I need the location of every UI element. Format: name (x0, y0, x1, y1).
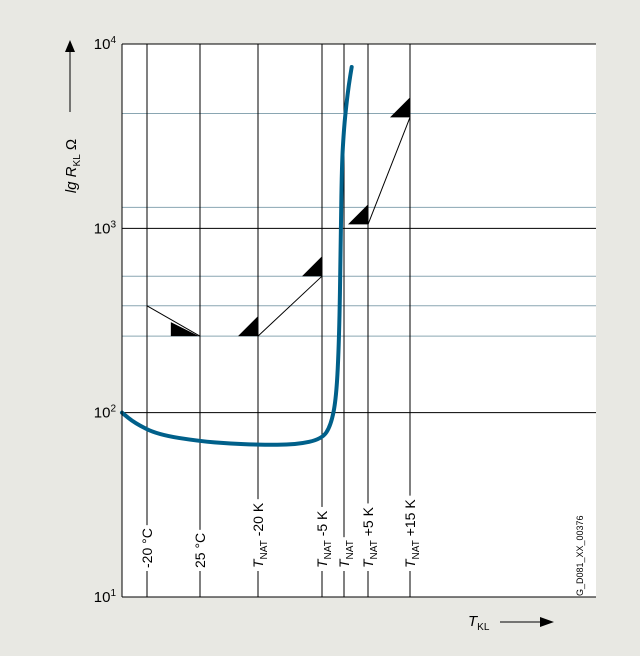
x-label-sub: KL (477, 622, 490, 633)
marker-label-text: -20 °C (139, 528, 155, 568)
y-label-sub: KL (72, 154, 83, 167)
marker-label-text: TNAT +15 K (402, 499, 422, 568)
y-tick-label: 101 (94, 588, 117, 606)
marker-label-text: TNAT (336, 540, 356, 568)
limit-marker (302, 256, 322, 277)
svg-text:TKL: TKL (468, 613, 490, 633)
x-label-var: T (468, 613, 479, 630)
x-axis-label: TKL (468, 613, 490, 633)
svg-text:lg RKL Ω: lg RKL Ω (63, 139, 83, 193)
marker-label-text: 25 °C (192, 533, 208, 568)
marker-label-text: TNAT +5 K (360, 506, 380, 568)
marker-label: -20 °C (138, 525, 156, 571)
y-tick-label: 103 (94, 219, 117, 237)
axes (121, 44, 596, 598)
marker-label: TNAT -20 K (249, 499, 271, 571)
tolerance-segment (367, 117, 411, 225)
tolerance-segment (257, 275, 323, 337)
marker-label-text: TNAT -20 K (250, 502, 270, 568)
limit-marker (238, 316, 258, 337)
marker-label-bg (313, 506, 335, 571)
y-label-prefix: lg (63, 177, 80, 193)
marker-label-bg (335, 537, 357, 571)
y-label-var: R (63, 166, 80, 177)
limit-marker (170, 322, 199, 337)
figure-code: G_D081_XX_00376 (575, 515, 585, 596)
gridlines (122, 43, 596, 414)
limit-markers (170, 97, 410, 337)
y-label-unit: Ω (63, 139, 80, 154)
x-axis-arrow (500, 617, 554, 627)
limit-marker (348, 204, 368, 225)
marker-label-bg (138, 525, 156, 571)
marker-label: TNAT +15 K (401, 495, 423, 571)
marker-label-text: TNAT -5 K (314, 510, 334, 568)
y-tick-label: 102 (94, 404, 117, 422)
y-tick-labels: 101 102 103 104 (94, 35, 117, 606)
marker-label: TNAT +5 K (359, 503, 381, 571)
resistance-curve (120, 65, 354, 447)
limit-marker (390, 97, 410, 118)
marker-label: TNAT -5 K (313, 506, 335, 571)
marker-label-bg (191, 529, 209, 571)
marker-label-bg (359, 503, 381, 571)
y-tick-label: 104 (94, 35, 117, 53)
marker-label: 25 °C (191, 529, 209, 571)
y-axis-label: lg RKL Ω (63, 139, 83, 193)
marker-label-bg (401, 495, 423, 571)
marker-label-bg (249, 499, 271, 571)
tolerance-segment (146, 305, 201, 337)
y-axis-arrow (65, 40, 75, 112)
marker-label: TNAT (335, 537, 357, 571)
